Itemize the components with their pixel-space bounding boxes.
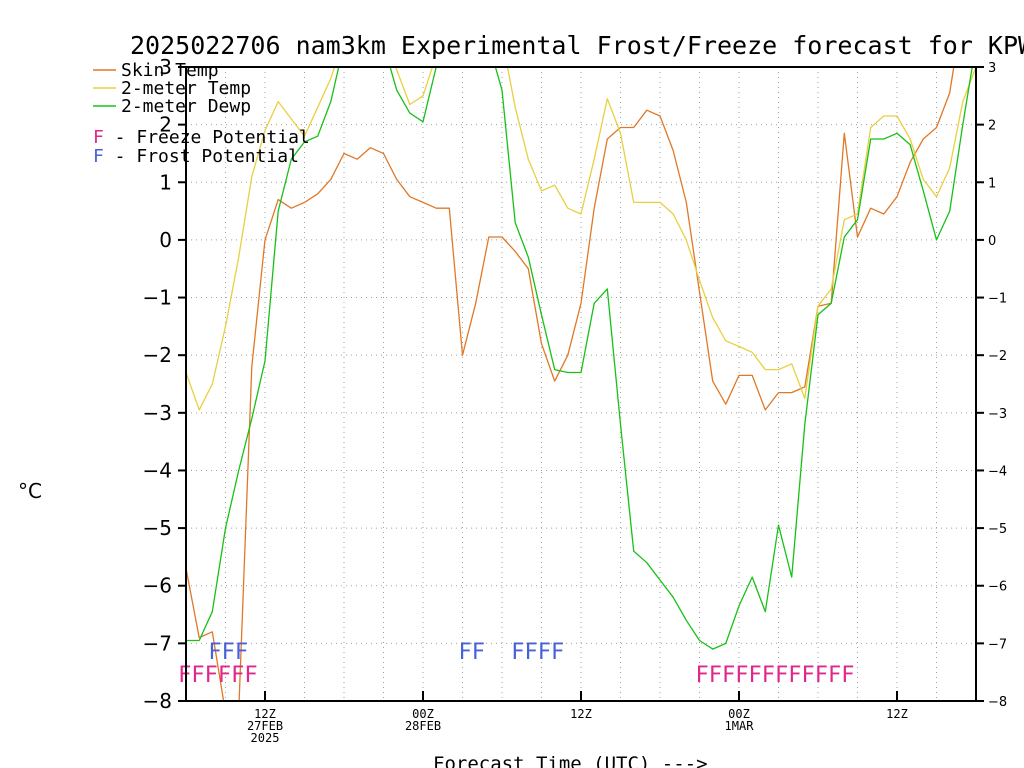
y-tick-label-left: 3 — [159, 55, 172, 79]
y-tick-label-right: −7 — [988, 637, 1007, 652]
y-tick-label-right: −5 — [988, 522, 1007, 537]
legend-entry: Skin Temp — [121, 60, 219, 81]
y-tick-label-right: −2 — [988, 349, 1007, 364]
y-tick-label-left: −2 — [143, 343, 172, 367]
y-tick-label-right: −8 — [988, 695, 1007, 710]
grid-lines — [186, 67, 976, 701]
x-tick-label: 12Z — [254, 707, 276, 721]
series-line-2-meter-temp — [186, 67, 976, 411]
series-line-skin-temp — [186, 67, 955, 701]
x-tick-label: 2025 — [251, 731, 280, 745]
y-tick-label-left: −6 — [143, 574, 172, 598]
y-tick-label-left: −1 — [143, 286, 172, 310]
y-tick-label-left: 2 — [159, 113, 172, 137]
potential-flags: FFF FF FFFFFFFFFF FFFFFFFFFFFF — [178, 640, 854, 688]
y-tick-label-right: −3 — [988, 407, 1007, 422]
x-tick-label: 12Z — [570, 707, 592, 721]
y-tick-label-left: −8 — [143, 689, 172, 713]
x-tick-label: 28FEB — [405, 719, 441, 733]
series-lines — [186, 67, 976, 701]
y-tick-label-right: −6 — [988, 580, 1007, 595]
y-tick-label-right: 2 — [988, 119, 996, 134]
y-tick-label-left: 0 — [159, 228, 172, 252]
chart-title: 2025022706 nam3km Experimental Frost/Fre… — [130, 31, 1024, 60]
legend-flag-entry: F - Frost Potential — [93, 146, 299, 167]
potential-flag-run: FFF — [208, 640, 248, 665]
x-tick-label: 27FEB — [247, 719, 283, 733]
legend-flag-entry: F - Freeze Potential — [93, 127, 310, 148]
y-tick-label-left: −7 — [143, 631, 172, 655]
y-tick-label-left: −5 — [143, 516, 172, 540]
potential-flag-run: FFFFFFFFFFFF — [696, 663, 855, 688]
legend-entry: 2-meter Temp — [121, 78, 251, 99]
x-tick-label: 1MAR — [725, 719, 755, 733]
y-tick-label-right: −1 — [988, 292, 1007, 307]
potential-flag-run: FFFFFF — [178, 663, 257, 688]
legend-entry: 2-meter Dewp — [121, 96, 251, 117]
x-tick-label: 00Z — [412, 707, 434, 721]
x-tick-label: 00Z — [728, 707, 750, 721]
potential-flag-run: FFFF — [511, 640, 564, 665]
y-tick-label-left: −4 — [143, 458, 172, 482]
series-line-2-meter-dewp — [186, 67, 973, 650]
potential-flag-run: FF — [459, 640, 486, 665]
y-tick-label-left: 1 — [159, 170, 172, 194]
y-tick-label-right: 3 — [988, 61, 996, 76]
axes: 3 3 2 2 1 1 0 0 −1 −1 −2 −2 −3 −3 −4 −4 −5 −5 −6 −6 −7 −7 −8 −8… — [143, 55, 1008, 745]
y-tick-label-right: −4 — [988, 464, 1007, 479]
x-axis-label: Forecast Time (UTC) ---> — [433, 753, 708, 768]
y-tick-label-right: 0 — [988, 234, 996, 249]
y-tick-label-left: −3 — [143, 401, 172, 425]
y-axis-label: °C — [18, 479, 42, 503]
x-tick-label: 12Z — [886, 707, 908, 721]
y-tick-label-right: 1 — [988, 176, 996, 191]
